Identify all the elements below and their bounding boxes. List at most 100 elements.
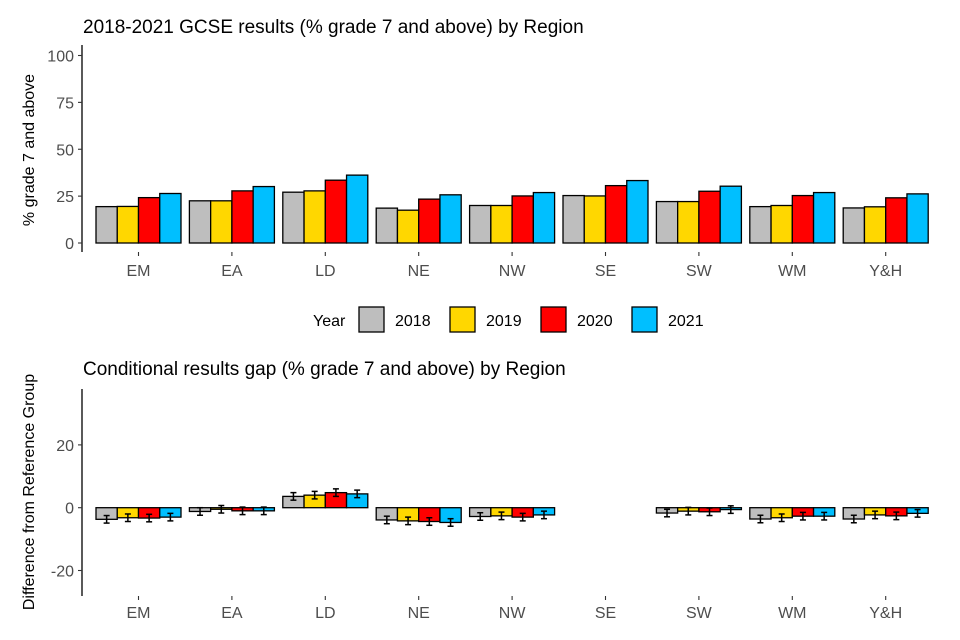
bottom-error-bar-nw-2019	[498, 511, 505, 521]
bottom-x-tick-label: NE	[408, 605, 430, 622]
top-bar-y-h-2021	[906, 193, 929, 244]
top-bar-ne-2021	[439, 194, 462, 244]
bottom-error-bar-y-h-2021	[914, 508, 921, 518]
bottom-error-bar-nw-2021	[540, 510, 547, 520]
bottom-error-bar-y-h-2020	[893, 511, 900, 521]
top-bar-sw-2021	[719, 185, 743, 244]
bottom-error-bar-sw-2018	[664, 508, 671, 518]
top-bar-sw-2018	[655, 200, 679, 244]
top-bar-se-2019	[583, 195, 607, 244]
top-bar-wm-2021	[812, 191, 836, 244]
top-x-tick-label: SE	[595, 263, 616, 280]
legend-swatch-2021	[631, 306, 658, 333]
top-x-tick-label: EM	[127, 263, 151, 280]
bottom-error-bar-nw-2020	[519, 512, 526, 522]
bottom-error-bar-ea-2021	[260, 506, 267, 516]
top-bar-ld-2021	[345, 174, 369, 244]
bottom-error-bar-ne-2020	[426, 516, 433, 527]
bottom-error-bar-em-2020	[146, 513, 153, 523]
bottom-x-tick-label: Y&H	[869, 605, 902, 622]
top-bar-y-h-2019	[863, 206, 887, 244]
top-bar-nw-2018	[468, 204, 492, 244]
bottom-error-bar-wm-2021	[821, 511, 828, 521]
top-bar-ea-2018	[188, 200, 212, 244]
top-bar-sw-2019	[677, 200, 700, 244]
top-y-tick-label: 75	[56, 95, 74, 112]
bottom-x-tick-label: NW	[499, 605, 527, 622]
legend-label-2020: 2020	[577, 313, 613, 330]
bottom-error-bar-wm-2018	[757, 514, 764, 524]
legend: Year 2018 2019 2020 2021	[313, 306, 704, 333]
top-bar-sw-2020	[698, 190, 721, 244]
bottom-error-bar-ne-2021	[447, 517, 454, 527]
top-x-tick-label: NW	[499, 263, 527, 280]
bottom-error-bar-ea-2018	[197, 506, 204, 516]
bottom-x-axis: EM EA LD NE NW SE SW WM Y&H	[127, 596, 902, 622]
bottom-error-bar-ld-2019	[311, 490, 318, 500]
bottom-error-bar-y-h-2019	[872, 510, 879, 520]
bottom-error-bar-ld-2020	[332, 488, 339, 498]
top-x-axis: EM EA LD NE NW SE SW WM Y&H	[127, 252, 902, 280]
top-y-tick-label: 25	[56, 189, 74, 206]
top-bar-ld-2019	[303, 190, 326, 244]
bottom-x-tick-label: EM	[127, 605, 151, 622]
top-y-axis-title: % grade 7 and above	[21, 74, 38, 226]
top-bar-y-h-2020	[885, 197, 908, 244]
bottom-error-bar-sw-2019	[685, 506, 692, 516]
top-bar-em-2018	[95, 205, 118, 244]
bottom-y-axis: -20 0 20	[51, 389, 83, 596]
bottom-bars	[95, 488, 929, 527]
legend-swatch-2018	[358, 306, 385, 333]
bottom-error-bar-wm-2020	[799, 511, 806, 521]
top-x-tick-label: SW	[686, 263, 713, 280]
top-bar-se-2020	[604, 184, 628, 244]
bottom-error-bar-wm-2019	[778, 513, 785, 523]
top-bar-ea-2021	[252, 185, 276, 244]
top-bar-ne-2018	[375, 207, 399, 244]
legend-label-2018: 2018	[395, 313, 431, 330]
bottom-x-tick-label: WM	[778, 605, 806, 622]
legend-swatch-2019	[449, 306, 476, 333]
top-bar-em-2021	[159, 192, 182, 244]
bottom-x-tick-label: LD	[315, 605, 335, 622]
bottom-error-bar-em-2019	[124, 513, 131, 523]
top-y-tick-label: 100	[47, 49, 74, 66]
top-bar-wm-2018	[749, 205, 772, 244]
bottom-y-axis-title: Difference from Reference Group	[21, 374, 38, 610]
top-chart-title: 2018-2021 GCSE results (% grade 7 and ab…	[83, 17, 584, 38]
top-bar-nw-2021	[532, 191, 556, 244]
top-bars	[95, 174, 929, 244]
top-x-tick-label: LD	[315, 263, 335, 280]
legend-label-2021: 2021	[668, 313, 704, 330]
top-bar-ne-2020	[418, 198, 441, 244]
bottom-error-bar-y-h-2018	[850, 514, 857, 524]
top-bar-ld-2018	[282, 191, 305, 244]
legend-title: Year	[313, 313, 346, 330]
bottom-error-bar-sw-2020	[706, 507, 713, 517]
bottom-error-bar-sw-2021	[727, 505, 734, 515]
bottom-x-tick-label: EA	[221, 605, 243, 622]
top-bar-se-2021	[626, 179, 649, 244]
bottom-error-bar-ld-2021	[354, 489, 361, 499]
bottom-error-bar-ea-2020	[239, 506, 246, 516]
top-y-axis: 0 25 50 75 100	[47, 45, 83, 253]
top-bar-ld-2020	[324, 179, 348, 244]
bottom-error-bar-nw-2018	[477, 511, 484, 522]
top-bar-ea-2019	[209, 200, 233, 244]
top-chart: 2018-2021 GCSE results (% grade 7 and ab…	[21, 17, 929, 280]
bottom-error-bar-em-2018	[103, 514, 110, 524]
top-bar-wm-2020	[791, 194, 815, 244]
top-bar-ne-2019	[396, 209, 420, 244]
legend-label-2019: 2019	[486, 313, 522, 330]
top-bar-em-2019	[116, 205, 140, 244]
bottom-error-bar-ea-2019	[218, 504, 225, 514]
top-bar-se-2018	[562, 194, 585, 244]
bottom-x-tick-label: SW	[686, 605, 713, 622]
top-x-tick-label: WM	[778, 263, 806, 280]
top-bar-nw-2020	[511, 195, 534, 244]
bottom-error-bar-ne-2019	[405, 516, 412, 526]
bottom-y-tick-label: -20	[51, 564, 74, 581]
top-bar-y-h-2018	[842, 207, 866, 244]
bottom-y-tick-label: 20	[56, 438, 74, 455]
